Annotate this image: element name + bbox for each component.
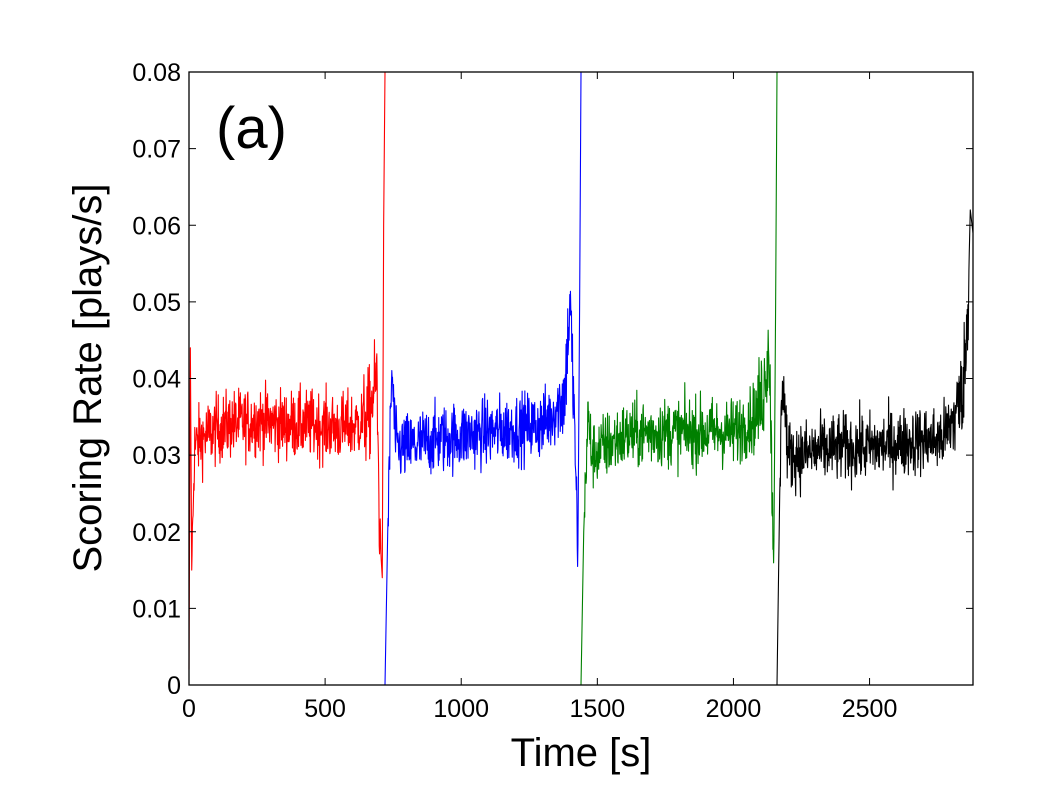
panel-label: (a) (216, 96, 287, 161)
series-line-quarter-3 (580, 71, 778, 686)
y-tick-label: 0.07 (132, 136, 181, 164)
axis-layer: 0 500 1000 1500 2000 2500 0 0.01 0.02 0.03 0.04 0.0… (132, 59, 973, 723)
x-tick-label: 500 (304, 695, 346, 723)
plot-frame (188, 71, 974, 686)
y-tick-label: 0.05 (132, 289, 181, 317)
y-tick-label: 0.08 (132, 59, 181, 87)
y-tick-label: 0.04 (132, 366, 181, 394)
y-tick-label: 0.06 (132, 212, 181, 240)
x-tick-label: 1500 (570, 695, 626, 723)
y-tick-label: 0.03 (132, 442, 181, 470)
x-tick-label: 1000 (433, 695, 489, 723)
y-axis-title: Scoring Rate [plays/s] (66, 183, 110, 572)
series-line-quarter-2 (384, 71, 582, 686)
x-tick-label: 2500 (842, 695, 898, 723)
series-line-quarter-1 (188, 71, 386, 670)
series-layer (188, 71, 974, 686)
series-line-quarter-4 (776, 209, 974, 686)
x-tick-label: 2000 (706, 695, 762, 723)
y-tick-label: 0.02 (132, 519, 181, 547)
y-tick-label: 0.01 (132, 595, 181, 623)
x-tick-label: 0 (182, 695, 196, 723)
x-axis-title: Time [s] (511, 731, 652, 775)
y-tick-label: 0 (167, 672, 181, 700)
